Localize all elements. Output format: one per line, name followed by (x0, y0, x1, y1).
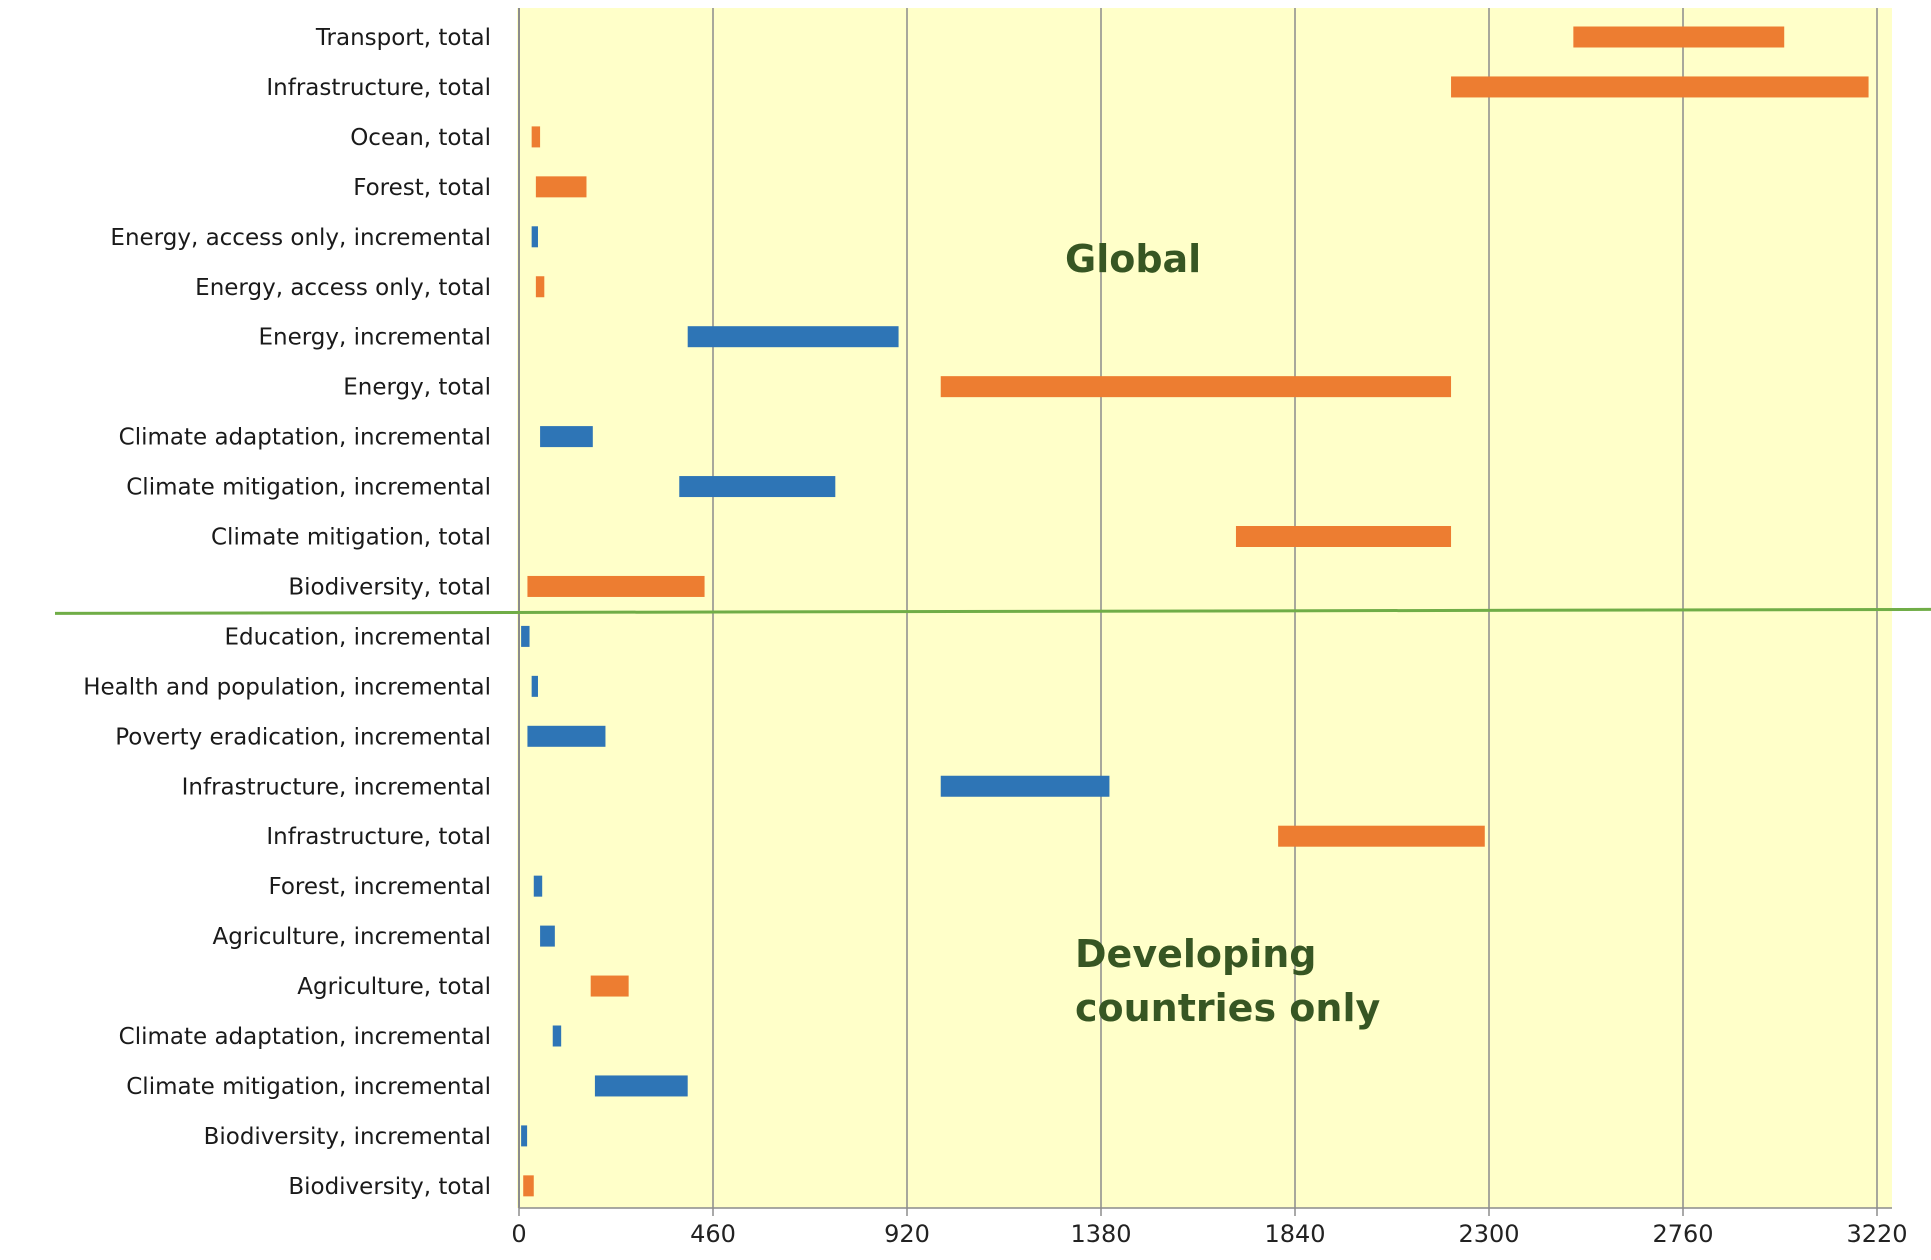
bar-incremental (687, 326, 899, 348)
bar-total (535, 276, 545, 298)
bar-total (1235, 526, 1452, 547)
x-tick-label: 2760 (1652, 1220, 1713, 1248)
bar-incremental (540, 426, 593, 448)
bar-incremental (521, 1125, 528, 1147)
category-label: Biodiversity, total (288, 1174, 491, 1200)
category-label: Health and population, incremental (83, 674, 491, 700)
bar-total (535, 176, 587, 198)
plot-area (517, 8, 1892, 1208)
bar-total (1573, 26, 1785, 48)
bar-incremental (679, 476, 836, 498)
bar-total (940, 376, 1452, 398)
bar-incremental (531, 226, 538, 248)
bar-incremental (527, 725, 606, 747)
category-label: Climate mitigation, incremental (126, 475, 491, 501)
category-label: Energy, access only, total (195, 275, 491, 301)
category-label: Forest, incremental (268, 874, 491, 900)
category-label: Poverty eradication, incremental (115, 724, 491, 750)
x-tick-label: 0 (511, 1220, 526, 1248)
group-annotation: Global (1065, 237, 1201, 281)
category-label: Infrastructure, incremental (182, 774, 491, 800)
category-label: Agriculture, incremental (213, 924, 491, 950)
bar-incremental (594, 1075, 688, 1097)
bar-total (1451, 76, 1869, 98)
category-label: Infrastructure, total (266, 75, 491, 101)
bar-incremental (531, 675, 538, 697)
category-label: Energy, total (343, 375, 491, 401)
category-label: Biodiversity, total (288, 574, 491, 600)
x-tick-label: 1380 (1070, 1220, 1131, 1248)
bar-incremental (540, 925, 555, 947)
x-tick-label: 460 (690, 1220, 736, 1248)
category-label: Transport, total (315, 25, 491, 51)
x-tick-label: 1840 (1264, 1220, 1325, 1248)
category-label: Ocean, total (350, 125, 491, 151)
category-label: Energy, access only, incremental (110, 225, 491, 251)
group-divider (54, 607, 1931, 615)
category-label: Education, incremental (225, 624, 491, 650)
category-label: Climate mitigation, incremental (126, 1074, 491, 1100)
bar-incremental (940, 775, 1110, 797)
category-label: Climate mitigation, total (211, 525, 491, 551)
bar-total (527, 575, 705, 597)
category-label: Climate adaptation, incremental (119, 425, 491, 451)
x-tick-label: 2300 (1458, 1220, 1519, 1248)
group-annotation: Developing (1075, 932, 1316, 976)
bar-total (590, 975, 629, 997)
group-annotation: countries only (1075, 986, 1380, 1030)
x-tick-label: 920 (884, 1220, 930, 1248)
bar-incremental (552, 1025, 562, 1047)
category-label: Climate adaptation, incremental (119, 1024, 491, 1050)
category-label: Forest, total (353, 175, 491, 201)
category-label: Energy, incremental (259, 325, 492, 351)
bar-total (523, 1175, 534, 1197)
category-label: Agriculture, total (297, 974, 491, 1000)
category-label: Infrastructure, total (266, 824, 491, 850)
bar-incremental (533, 875, 543, 897)
bar-total (1278, 825, 1485, 847)
x-tick-label: 3220 (1846, 1220, 1907, 1248)
bar-incremental (521, 625, 530, 647)
bar-total (531, 126, 541, 148)
category-label: Biodiversity, incremental (204, 1124, 491, 1150)
